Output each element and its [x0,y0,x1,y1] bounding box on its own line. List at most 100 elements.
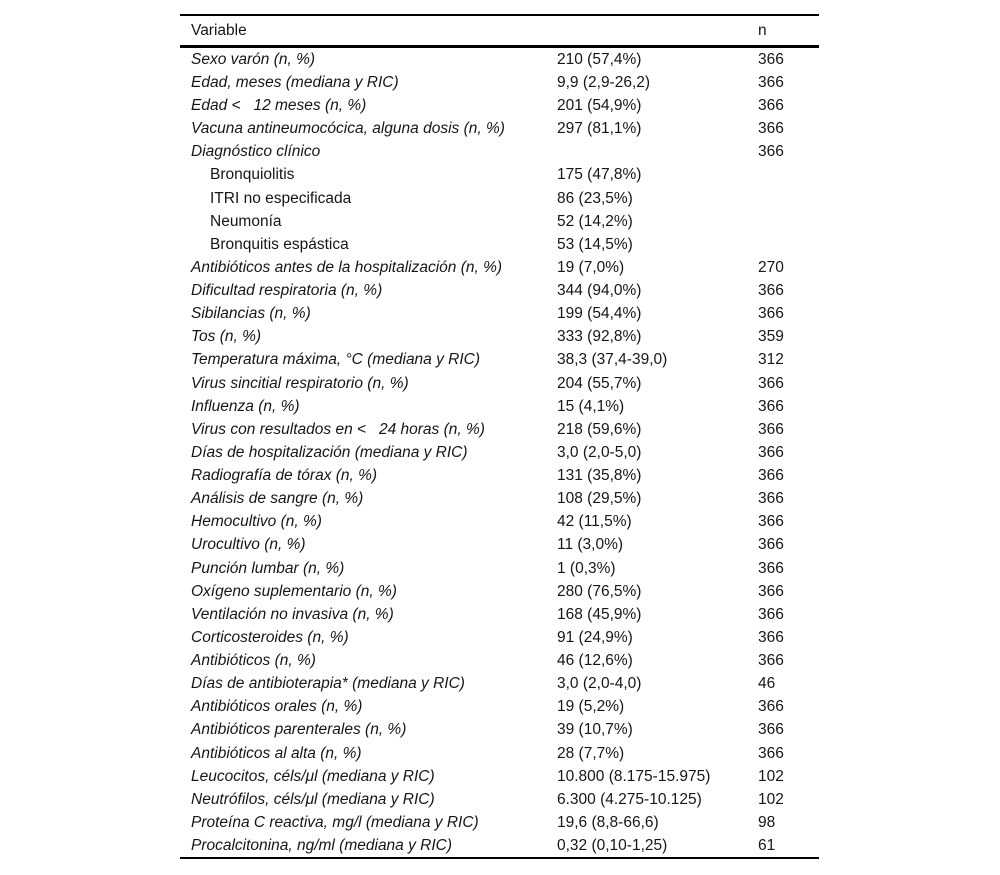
value-cell: 1 (0,3%) [557,559,616,577]
n-cell: 366 [758,120,784,138]
table-row: Vacuna antineumocócica, alguna dosis (n,… [180,117,819,140]
variable-cell: Ventilación no invasiva (n, %) [191,605,394,623]
value-cell: 19 (5,2%) [557,698,625,716]
table-body: Sexo varón (n, %) 210 (57,4%) 366 Edad, … [180,48,819,857]
variable-cell: Urocultivo (n, %) [191,536,306,554]
value-cell: 19 (7,0%) [557,258,625,276]
value-cell: 175 (47,8%) [557,166,642,184]
table-row: Edad < 12 meses (n, %) 201 (54,9%) 366 [180,94,819,117]
table-row: Análisis de sangre (n, %) 108 (29,5%) 36… [180,487,819,510]
variable-cell: Edad, meses (mediana y RIC) [191,73,399,91]
table-row: Hemocultivo (n, %) 42 (11,5%) 366 [180,511,819,534]
variable-cell: Radiografía de tórax (n, %) [191,467,378,485]
variable-cell: Edad < 12 meses (n, %) [191,97,367,115]
variable-cell: Antibióticos antes de la hospitalización… [191,258,503,276]
table-row: ITRI no especificada 86 (23,5%) [180,187,819,210]
variable-column-header: Variable [191,21,247,39]
table-row: Diagnóstico clínico 366 [180,141,819,164]
value-cell: 6.300 (4.275-10.125) [557,790,702,808]
n-cell: 366 [758,374,784,392]
n-cell: 366 [758,744,784,762]
table-row: Antibióticos al alta (n, %) 28 (7,7%) 36… [180,742,819,765]
variable-cell: Bronquiolitis [210,166,295,184]
variable-cell: Leucocitos, céls/μl (mediana y RIC) [191,767,435,785]
table-header-row: Variable n [180,16,819,48]
value-cell: 15 (4,1%) [557,397,625,415]
table-row: Neutrófilos, céls/μl (mediana y RIC) 6.3… [180,788,819,811]
table-row: Dificultad respiratoria (n, %) 344 (94,0… [180,279,819,302]
value-cell: 91 (24,9%) [557,628,633,646]
table-row: Días de hospitalización (mediana y RIC) … [180,441,819,464]
variable-cell: Influenza (n, %) [191,397,300,415]
value-cell: 11 (3,0%) [557,536,624,554]
n-cell: 366 [758,721,784,739]
value-cell: 53 (14,5%) [557,235,633,253]
value-cell: 0,32 (0,10-1,25) [557,837,668,855]
n-cell: 61 [758,837,776,855]
variable-cell: Sibilancias (n, %) [191,305,311,323]
variable-cell: Virus sincitial respiratorio (n, %) [191,374,409,392]
value-cell: 131 (35,8%) [557,467,642,485]
variable-cell: Temperatura máxima, °C (mediana y RIC) [191,351,481,369]
value-cell: 201 (54,9%) [557,97,642,115]
value-cell: 42 (11,5%) [557,513,632,531]
n-cell: 366 [758,467,784,485]
n-cell: 102 [758,790,784,808]
table-row: Ventilación no invasiva (n, %) 168 (45,9… [180,603,819,626]
table-row: Procalcitonina, ng/ml (mediana y RIC) 0,… [180,834,819,857]
n-cell: 98 [758,813,776,831]
variable-cell: Hemocultivo (n, %) [191,513,322,531]
n-cell: 366 [758,97,784,115]
variable-cell: Dificultad respiratoria (n, %) [191,282,383,300]
n-cell: 366 [758,605,784,623]
n-cell: 366 [758,628,784,646]
table-row: Edad, meses (mediana y RIC) 9,9 (2,9-26,… [180,71,819,94]
table-row: Urocultivo (n, %) 11 (3,0%) 366 [180,534,819,557]
variable-cell: Neutrófilos, céls/μl (mediana y RIC) [191,790,435,808]
table-row: Oxígeno suplementario (n, %) 280 (76,5%)… [180,580,819,603]
n-cell: 366 [758,50,784,68]
variable-cell: Diagnóstico clínico [191,143,321,161]
value-cell: 108 (29,5%) [557,490,642,508]
table-row: Sexo varón (n, %) 210 (57,4%) 366 [180,48,819,71]
value-cell: 218 (59,6%) [557,420,642,438]
variable-cell: Días de antibioterapia* (mediana y RIC) [191,675,465,693]
variable-cell: Oxígeno suplementario (n, %) [191,582,397,600]
value-cell: 280 (76,5%) [557,582,642,600]
value-cell: 52 (14,2%) [557,212,633,230]
table-row: Días de antibioterapia* (mediana y RIC) … [180,672,819,695]
value-cell: 3,0 (2,0-4,0) [557,675,642,693]
value-cell: 204 (55,7%) [557,374,642,392]
table-row: Punción lumbar (n, %) 1 (0,3%) 366 [180,557,819,580]
value-cell: 39 (10,7%) [557,721,633,739]
n-cell: 46 [758,675,776,693]
variable-cell: Corticosteroides (n, %) [191,628,349,646]
n-cell: 366 [758,420,784,438]
table-row: Antibióticos (n, %) 46 (12,6%) 366 [180,649,819,672]
clinical-characteristics-table: Variable n Sexo varón (n, %) 210 (57,4%)… [180,14,819,860]
table-row: Bronquiolitis 175 (47,8%) [180,164,819,187]
table-row: Tos (n, %) 333 (92,8%) 359 [180,326,819,349]
value-cell: 28 (7,7%) [557,744,625,762]
table-row: Leucocitos, céls/μl (mediana y RIC) 10.8… [180,765,819,788]
variable-cell: Proteína C reactiva, mg/l (mediana y RIC… [191,813,479,831]
n-cell: 366 [758,397,784,415]
variable-cell: Punción lumbar (n, %) [191,559,345,577]
value-cell: 3,0 (2,0-5,0) [557,443,642,461]
variable-cell: Antibióticos orales (n, %) [191,698,363,716]
table-row: Sibilancias (n, %) 199 (54,4%) 366 [180,302,819,325]
n-cell: 366 [758,73,784,91]
table-row: Antibióticos antes de la hospitalización… [180,256,819,279]
n-cell: 270 [758,258,784,276]
table-row: Proteína C reactiva, mg/l (mediana y RIC… [180,811,819,834]
variable-cell: Tos (n, %) [191,328,262,346]
variable-cell: Sexo varón (n, %) [191,50,316,68]
variable-cell: Vacuna antineumocócica, alguna dosis (n,… [191,120,505,138]
n-cell: 366 [758,490,784,508]
n-cell: 366 [758,652,784,670]
n-cell: 366 [758,282,784,300]
value-cell: 344 (94,0%) [557,282,642,300]
variable-cell: Neumonía [210,212,282,230]
n-column-header: n [758,21,767,39]
n-cell: 366 [758,536,784,554]
